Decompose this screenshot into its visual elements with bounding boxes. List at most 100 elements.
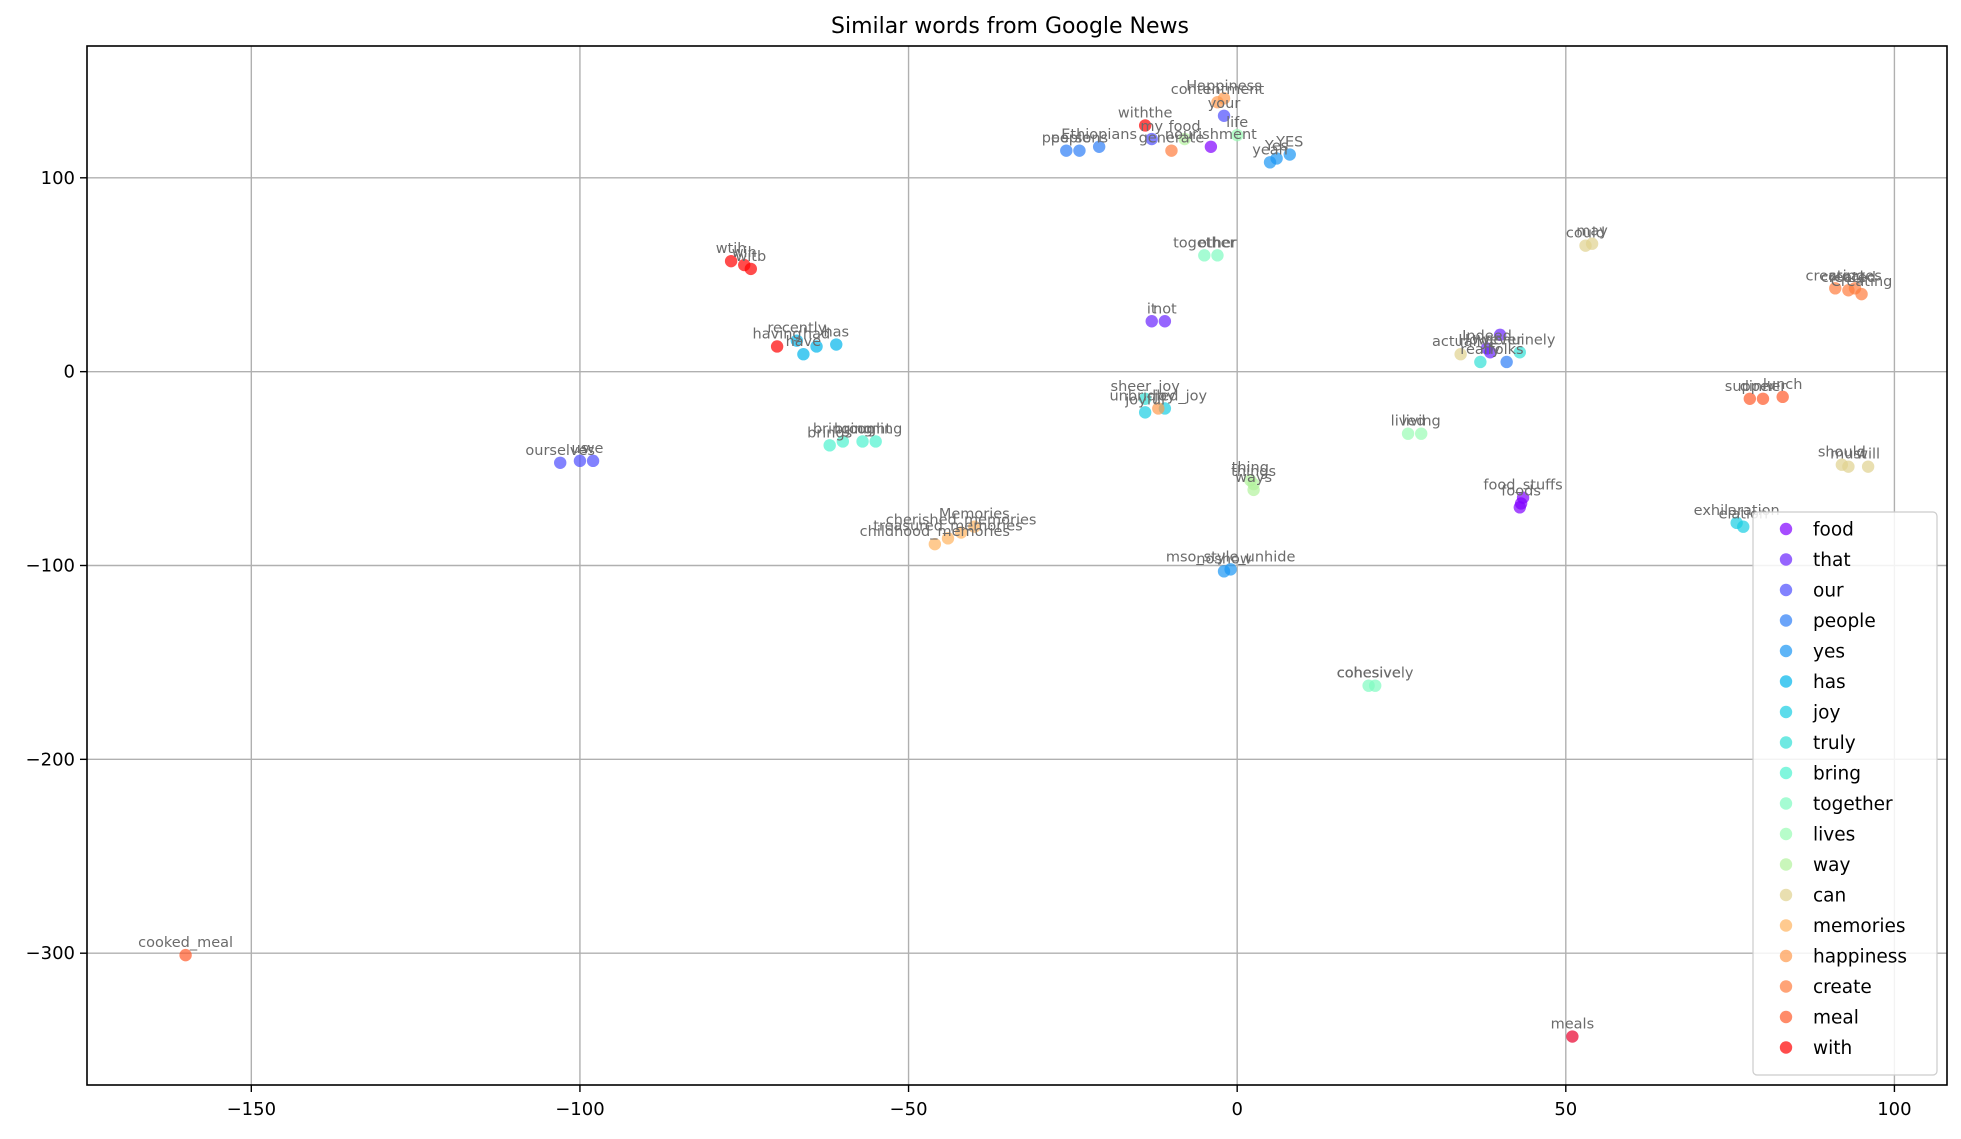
legend-marker [1779, 888, 1793, 902]
data-point [797, 348, 810, 361]
data-point [586, 454, 600, 468]
point-label: coming [849, 421, 902, 437]
data-point [724, 254, 738, 268]
legend-marker [1779, 583, 1793, 597]
data-point [823, 439, 836, 452]
data-point [1454, 348, 1467, 361]
point-label: recently [767, 321, 826, 337]
legend-marker [1779, 705, 1793, 719]
legend-box [1752, 511, 1938, 1076]
legend-label: joy [1812, 703, 1840, 724]
point-label: genuinely [1484, 332, 1556, 348]
point-label: could [1566, 226, 1605, 242]
legend-marker [1779, 797, 1793, 810]
point-label: Happiness [1186, 78, 1261, 94]
data-point [1513, 501, 1526, 514]
x-tick-label: −100 [555, 1099, 604, 1120]
point-label: your [1208, 96, 1241, 112]
x-tick-label: −50 [890, 1099, 928, 1120]
point-label: YES [1275, 135, 1303, 151]
data-point [1138, 392, 1152, 405]
point-label: had [803, 326, 830, 342]
point-label: yeah [1252, 142, 1288, 158]
legend-marker [1779, 644, 1793, 658]
data-point [1211, 249, 1224, 262]
legend: food that our people yes has joy truly bring toge… [1752, 511, 1938, 1076]
point-label: However [1458, 332, 1522, 348]
data-point [1138, 406, 1152, 419]
data-point [1178, 132, 1191, 146]
data-point [1198, 249, 1211, 262]
point-label: brings [807, 425, 852, 441]
legend-marker [1779, 766, 1793, 780]
point-label: things [1231, 464, 1276, 480]
point-label: we [583, 441, 604, 457]
point-label: really [1460, 342, 1501, 358]
data-point [1566, 1030, 1579, 1043]
point-label: thing [1232, 460, 1269, 476]
legend-label: way [1813, 855, 1850, 876]
legend-marker [1779, 736, 1793, 749]
data-point [744, 262, 758, 276]
data-point [968, 520, 981, 533]
legend-label: that [1813, 550, 1851, 571]
point-label: wih [732, 245, 757, 261]
data-point [928, 537, 942, 551]
point-label: childhood_memories [860, 524, 1010, 540]
data-point [1861, 460, 1875, 473]
legend-marker [1779, 980, 1793, 993]
legend-label: happiness [1813, 947, 1907, 968]
point-label: food [1169, 119, 1201, 135]
point-label: has [823, 325, 849, 341]
data-point [810, 340, 823, 353]
point-label: Creating [1831, 274, 1893, 290]
point-label: lunch [1763, 377, 1803, 393]
legend-marker [1779, 919, 1793, 932]
data-point [1415, 427, 1428, 440]
point-label: generate [1139, 131, 1205, 147]
point-label: ways [1235, 470, 1272, 486]
ticks-layer: −150 −100 −50 0 50 100 100 0 −100 −200 −300 [26, 168, 1912, 1120]
data-point [1217, 109, 1231, 122]
legend-marker [1779, 522, 1793, 536]
data-point [1283, 148, 1296, 161]
data-point [1145, 315, 1158, 328]
y-tick-label: 100 [41, 168, 75, 189]
x-tick-label: −150 [227, 1099, 276, 1120]
point-label: having [753, 326, 802, 342]
data-point [1829, 282, 1842, 295]
point-label: Memories [939, 507, 1010, 523]
data-point [790, 334, 804, 347]
legend-marker [1779, 675, 1793, 688]
point-label: dinner [1740, 379, 1787, 395]
data-point [1145, 132, 1158, 146]
point-label: ourselves [525, 443, 595, 459]
y-tick-label: −200 [26, 749, 75, 770]
data-point [179, 948, 192, 962]
data-point [1368, 679, 1382, 692]
point-label: living [1402, 414, 1441, 430]
data-point [1842, 460, 1855, 473]
point-label: together [1173, 235, 1235, 251]
point-label: persons [1051, 131, 1108, 147]
data-point [1743, 392, 1757, 405]
legend-label: truly [1813, 733, 1856, 754]
data-point [1585, 237, 1599, 250]
data-point [1270, 152, 1283, 165]
point-label: withthe [1118, 105, 1173, 121]
point-label: should [1818, 445, 1866, 461]
point-label: bringing [813, 421, 873, 437]
legend-label: create [1813, 977, 1872, 998]
data-point [1204, 140, 1218, 153]
data-point [554, 456, 567, 469]
legend-marker [1779, 614, 1793, 627]
data-point [1060, 144, 1073, 157]
point-label: foods [1501, 483, 1541, 499]
point-label: must [1830, 447, 1867, 463]
point-label: cohesively [1337, 666, 1414, 682]
legend-label: food [1813, 520, 1854, 541]
point-label: witb [735, 249, 766, 265]
